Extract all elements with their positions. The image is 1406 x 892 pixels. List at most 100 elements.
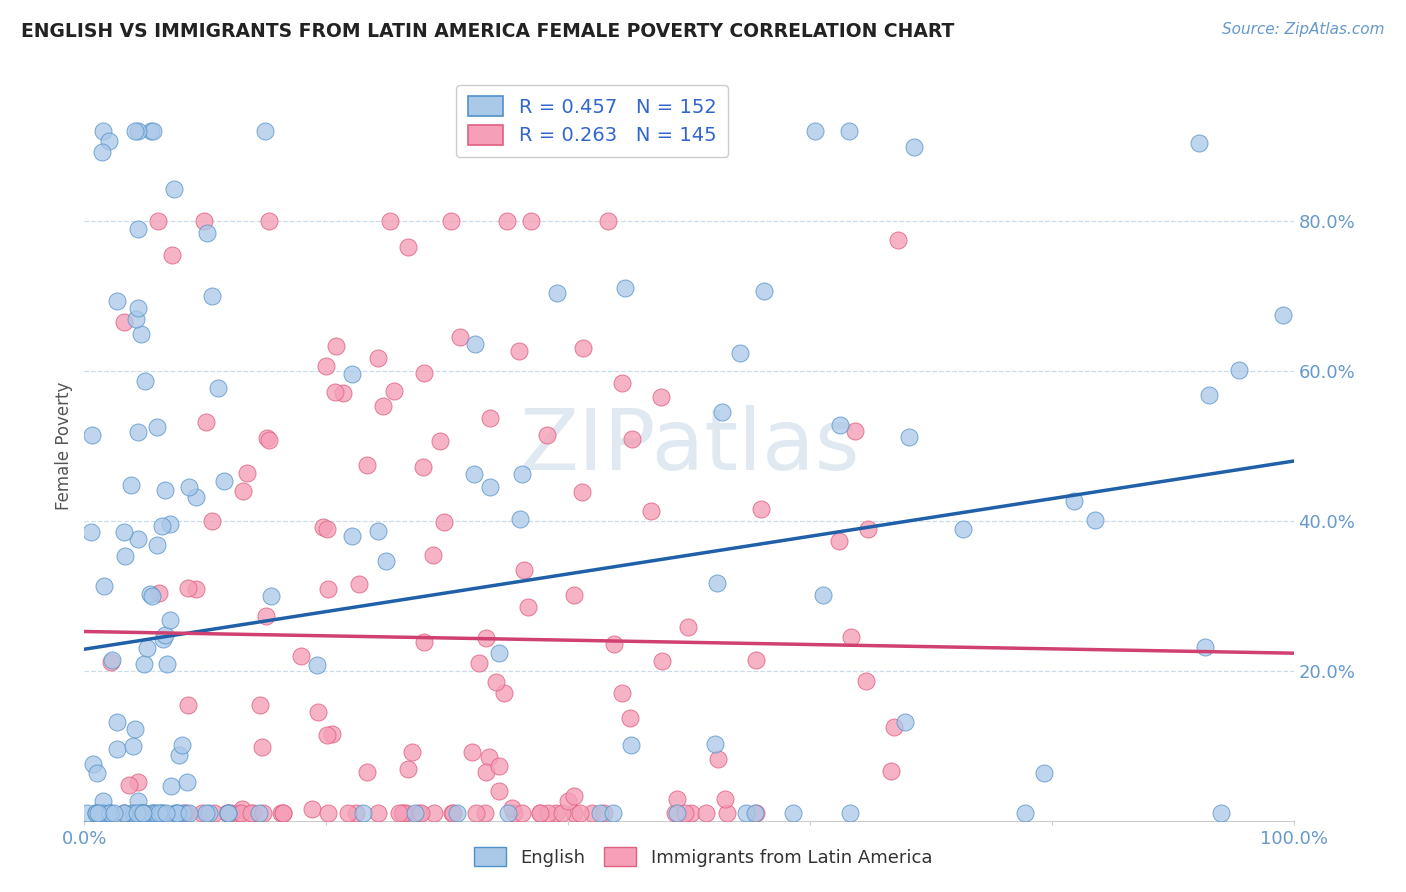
Point (529, 806, 551, 821)
Legend: English, Immigrants from Latin America: English, Immigrants from Latin America (467, 840, 939, 874)
Point (897, 430, 920, 444)
Point (195, 226, 218, 240)
Point (651, 654, 673, 668)
Point (571, 484, 593, 499)
Point (666, 792, 689, 806)
Point (730, 346, 752, 360)
Point (501, 800, 523, 814)
Text: Source: ZipAtlas.com: Source: ZipAtlas.com (1222, 22, 1385, 37)
Point (162, 182, 184, 196)
Point (256, 431, 278, 445)
Point (162, 248, 184, 262)
Point (1194, 640, 1216, 654)
Point (112, 525, 135, 540)
Point (316, 522, 339, 536)
Point (228, 806, 250, 821)
Point (145, 806, 167, 821)
Point (253, 124, 276, 138)
Point (103, 806, 125, 821)
Point (120, 478, 142, 492)
Point (184, 490, 207, 504)
Point (252, 806, 274, 821)
Point (1014, 806, 1036, 821)
Legend: R = 0.457   N = 152, R = 0.263   N = 145: R = 0.457 N = 152, R = 0.263 N = 145 (457, 85, 728, 157)
Point (312, 520, 335, 534)
Point (150, 519, 173, 533)
Point (621, 432, 644, 446)
Point (332, 385, 354, 400)
Point (640, 504, 662, 518)
Point (546, 285, 568, 300)
Point (1032, 766, 1054, 780)
Point (610, 376, 633, 391)
Point (128, 806, 150, 821)
Point (804, 124, 827, 138)
Point (142, 806, 165, 821)
Point (254, 608, 277, 623)
Point (159, 613, 181, 627)
Point (86, 765, 108, 780)
Point (496, 806, 519, 821)
Point (1209, 806, 1232, 821)
Point (122, 806, 145, 821)
Point (257, 434, 280, 448)
Point (214, 474, 236, 488)
Point (150, 806, 173, 821)
Point (132, 806, 155, 821)
Point (384, 384, 406, 399)
Point (856, 522, 879, 536)
Y-axis label: Female Poverty: Female Poverty (55, 382, 73, 510)
Point (513, 563, 536, 577)
Point (665, 806, 688, 821)
Point (650, 390, 672, 404)
Point (87, 806, 110, 821)
Point (271, 806, 294, 821)
Point (131, 806, 153, 821)
Point (86, 806, 108, 821)
Point (517, 599, 540, 614)
Point (219, 806, 242, 821)
Point (512, 467, 534, 481)
Point (148, 806, 170, 821)
Point (433, 515, 456, 529)
Point (467, 656, 489, 670)
Point (479, 411, 502, 425)
Point (112, 806, 135, 821)
Point (305, 658, 328, 673)
Point (217, 806, 239, 821)
Text: ZIPatlas: ZIPatlas (519, 404, 859, 488)
Point (239, 806, 262, 821)
Point (173, 806, 195, 821)
Point (562, 806, 585, 821)
Point (148, 586, 170, 600)
Point (301, 802, 323, 816)
Point (619, 738, 641, 752)
Point (887, 233, 910, 247)
Point (564, 789, 586, 803)
Point (321, 726, 343, 740)
Point (146, 420, 169, 434)
Point (325, 339, 347, 353)
Point (619, 711, 641, 725)
Point (496, 214, 519, 228)
Point (678, 620, 700, 634)
Point (170, 738, 193, 752)
Point (87, 806, 110, 821)
Point (883, 720, 905, 734)
Point (166, 806, 188, 821)
Point (149, 806, 172, 821)
Point (270, 806, 292, 821)
Point (562, 588, 585, 602)
Point (844, 425, 866, 439)
Point (127, 124, 149, 138)
Point (172, 806, 194, 821)
Point (84, 806, 107, 821)
Point (249, 698, 271, 712)
Point (91, 806, 114, 821)
Point (315, 359, 337, 374)
Point (93, 124, 115, 138)
Point (124, 723, 146, 737)
Point (141, 806, 163, 821)
Point (316, 582, 339, 596)
Point (231, 802, 253, 816)
